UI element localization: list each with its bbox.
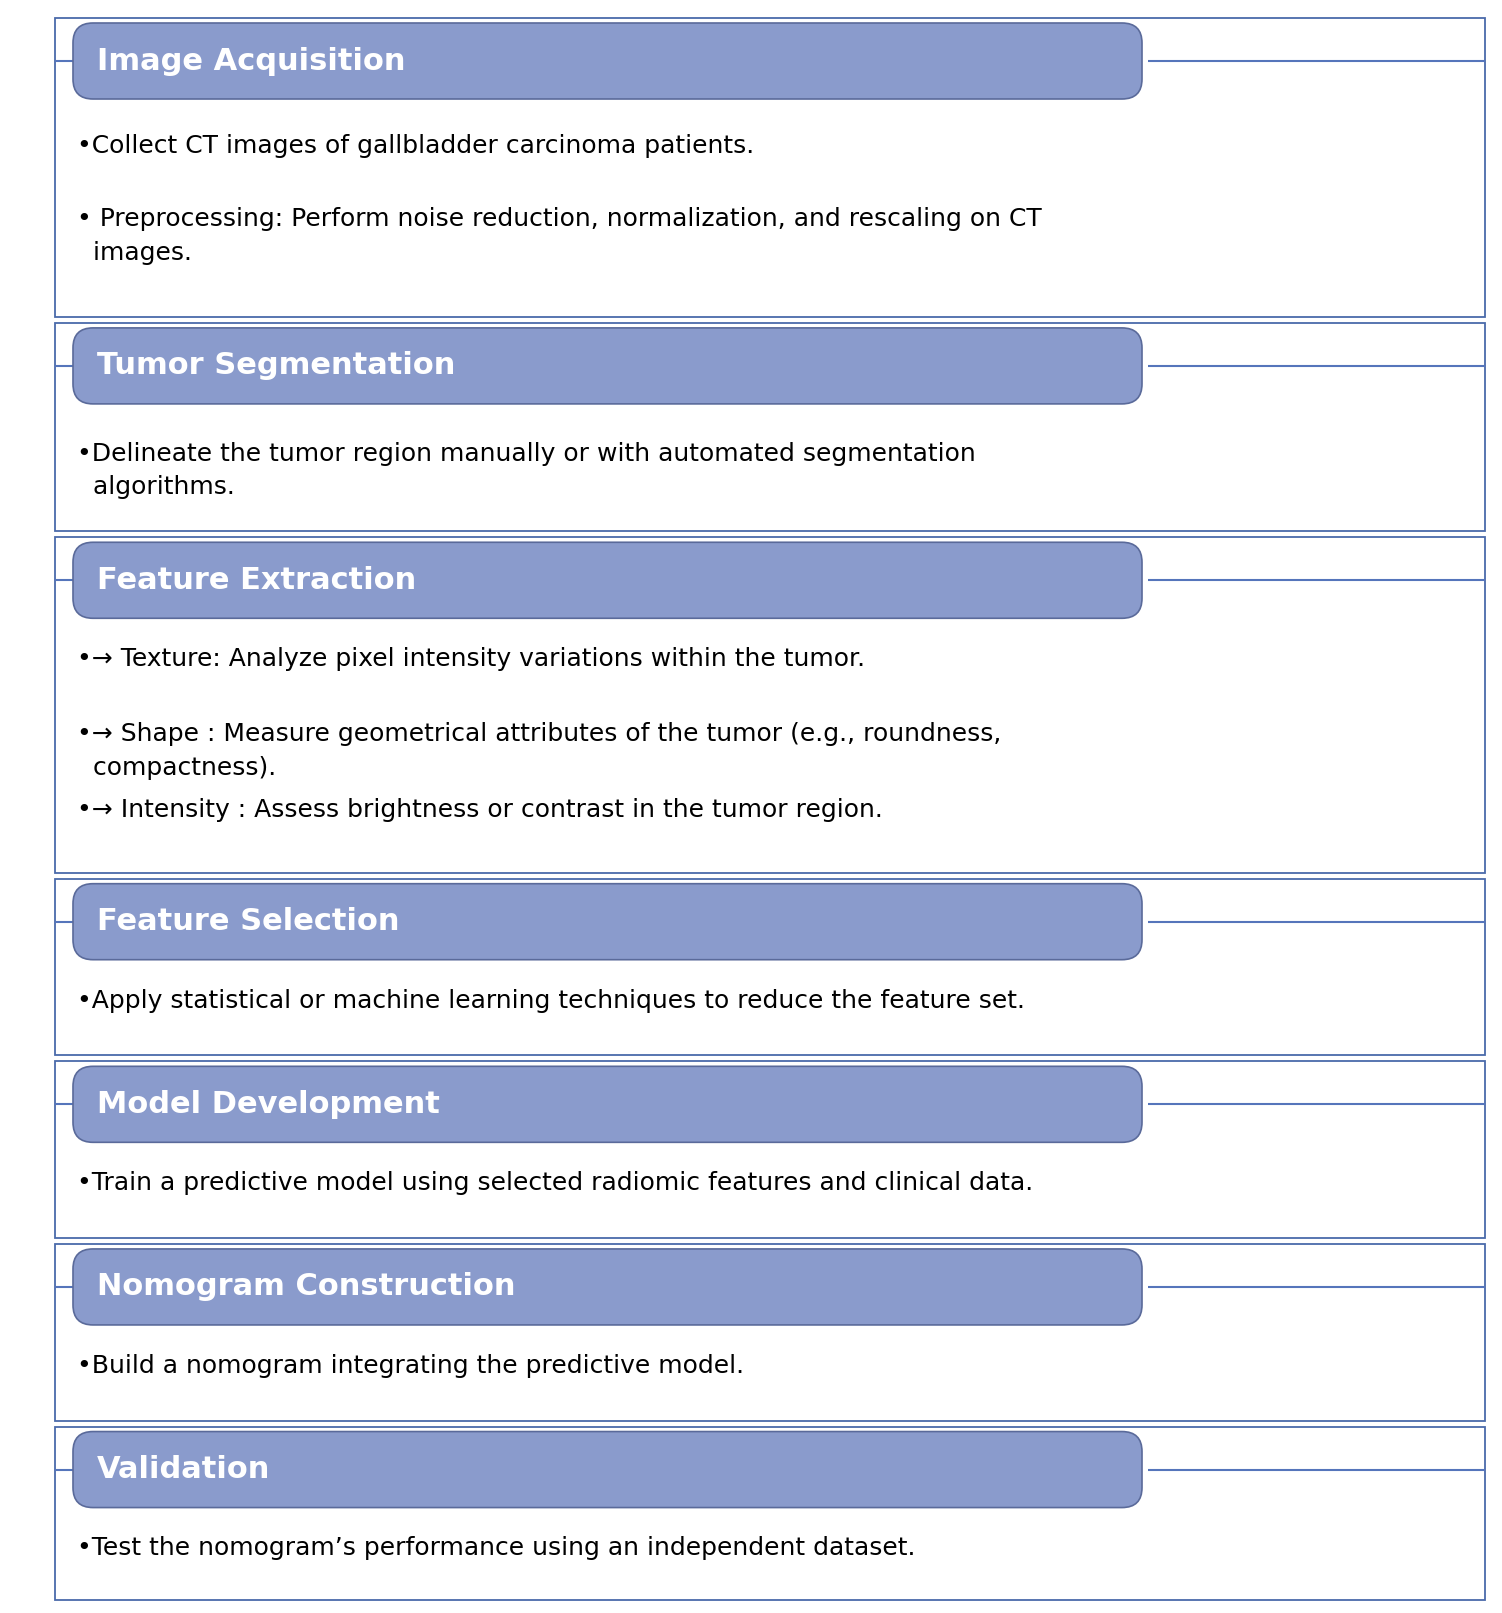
- FancyBboxPatch shape: [74, 1248, 1142, 1324]
- Text: Image Acquisition: Image Acquisition: [98, 47, 406, 76]
- FancyBboxPatch shape: [74, 542, 1142, 618]
- Text: •→ Texture: Analyze pixel intensity variations within the tumor.: •→ Texture: Analyze pixel intensity vari…: [77, 647, 865, 671]
- Text: Feature Selection: Feature Selection: [98, 907, 400, 936]
- FancyBboxPatch shape: [56, 537, 1485, 873]
- FancyBboxPatch shape: [56, 323, 1485, 531]
- FancyBboxPatch shape: [56, 18, 1485, 316]
- Text: •Collect CT images of gallbladder carcinoma patients.: •Collect CT images of gallbladder carcin…: [77, 134, 754, 158]
- Text: Model Development: Model Development: [98, 1090, 440, 1119]
- Text: Feature Extraction: Feature Extraction: [98, 566, 416, 595]
- Text: •→ Intensity : Assess brightness or contrast in the tumor region.: •→ Intensity : Assess brightness or cont…: [77, 798, 883, 821]
- Text: •→ Shape : Measure geometrical attributes of the tumor (e.g., roundness,
  compa: •→ Shape : Measure geometrical attribute…: [77, 723, 1002, 779]
- Text: • Preprocessing: Perform noise reduction, normalization, and rescaling on CT
  i: • Preprocessing: Perform noise reduction…: [77, 208, 1042, 265]
- Text: •Build a nomogram integrating the predictive model.: •Build a nomogram integrating the predic…: [77, 1353, 743, 1378]
- FancyBboxPatch shape: [56, 1426, 1485, 1600]
- FancyBboxPatch shape: [74, 1432, 1142, 1508]
- Text: Tumor Segmentation: Tumor Segmentation: [98, 352, 455, 381]
- FancyBboxPatch shape: [74, 327, 1142, 403]
- Text: •Delineate the tumor region manually or with automated segmentation
  algorithms: •Delineate the tumor region manually or …: [77, 442, 976, 500]
- FancyBboxPatch shape: [56, 1244, 1485, 1421]
- FancyBboxPatch shape: [74, 884, 1142, 960]
- Text: Validation: Validation: [98, 1455, 270, 1484]
- Text: •Train a predictive model using selected radiomic features and clinical data.: •Train a predictive model using selected…: [77, 1171, 1033, 1195]
- FancyBboxPatch shape: [56, 1061, 1485, 1237]
- Text: •Apply statistical or machine learning techniques to reduce the feature set.: •Apply statistical or machine learning t…: [77, 989, 1024, 1013]
- FancyBboxPatch shape: [74, 23, 1142, 98]
- Text: Nomogram Construction: Nomogram Construction: [98, 1273, 515, 1302]
- FancyBboxPatch shape: [56, 879, 1485, 1055]
- Text: •Test the nomogram’s performance using an independent dataset.: •Test the nomogram’s performance using a…: [77, 1536, 916, 1560]
- FancyBboxPatch shape: [74, 1066, 1142, 1142]
